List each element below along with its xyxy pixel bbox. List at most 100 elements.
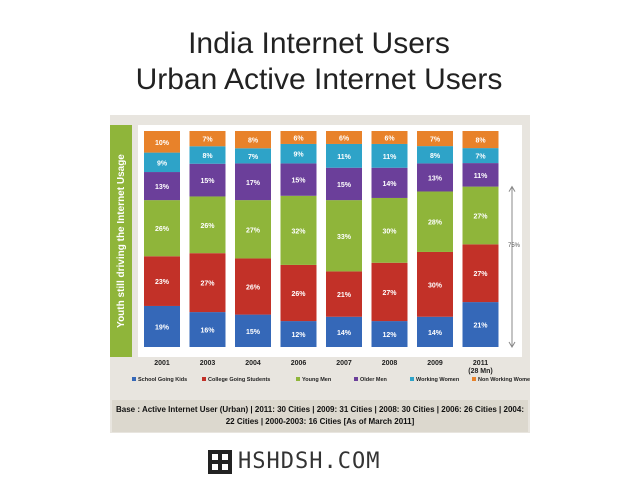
bar-segment bbox=[144, 172, 180, 201]
data-label: 23% bbox=[155, 279, 170, 286]
data-label: 19% bbox=[155, 324, 170, 331]
bar-segment bbox=[371, 321, 408, 347]
legend-swatch bbox=[354, 377, 358, 381]
data-label: 11% bbox=[474, 173, 488, 180]
data-label: 27% bbox=[200, 281, 215, 288]
bar-segment bbox=[371, 131, 408, 144]
legend-label: Young Men bbox=[302, 377, 332, 383]
bar-segment bbox=[417, 316, 453, 347]
watermark-text: HSHDSH.COM bbox=[238, 449, 381, 474]
bar-segment bbox=[189, 196, 226, 254]
data-label: 6% bbox=[293, 135, 304, 142]
grid-logo-icon bbox=[208, 450, 232, 474]
bar-segment bbox=[280, 143, 317, 164]
annotation-arrow-up bbox=[508, 185, 516, 192]
bar-segment bbox=[462, 186, 499, 245]
data-label: 14% bbox=[382, 181, 397, 188]
data-label: 27% bbox=[246, 227, 261, 234]
bar-segment bbox=[462, 244, 499, 303]
legend-label: Non Working Women bbox=[478, 377, 530, 383]
data-label: 14% bbox=[428, 330, 443, 337]
x-tick-label: 2011 bbox=[473, 360, 488, 367]
legend-swatch bbox=[410, 377, 414, 381]
data-label: 13% bbox=[428, 175, 443, 182]
bar-segment bbox=[462, 302, 499, 347]
data-label: 32% bbox=[291, 228, 306, 235]
bar-segment bbox=[235, 131, 271, 149]
data-label: 7% bbox=[248, 154, 259, 161]
bar-segment bbox=[417, 131, 453, 147]
bar-segment bbox=[326, 143, 362, 168]
bar-segment bbox=[144, 256, 180, 306]
chart-figure: Youth still driving the Internet Usage 19… bbox=[110, 115, 530, 433]
x-tick-label: 2007 bbox=[336, 360, 352, 367]
data-label: 12% bbox=[291, 332, 306, 339]
x-tick-sublabel: (28 Mn) bbox=[468, 368, 493, 375]
x-tick-label: 2008 bbox=[382, 360, 398, 367]
data-label: 21% bbox=[337, 292, 352, 299]
data-label: 14% bbox=[337, 330, 352, 337]
data-label: 15% bbox=[337, 182, 352, 189]
x-tick-label: 2003 bbox=[200, 360, 216, 367]
legend-swatch bbox=[202, 377, 206, 381]
data-label: 8% bbox=[248, 138, 259, 145]
bar-segment bbox=[417, 191, 453, 252]
data-label: 6% bbox=[339, 135, 350, 142]
bar-segment bbox=[235, 148, 271, 164]
bar-segment bbox=[462, 148, 499, 164]
watermark: HSHDSH.COM bbox=[208, 450, 438, 474]
bar-segment bbox=[326, 271, 362, 317]
bar-segment bbox=[280, 264, 317, 322]
data-label: 15% bbox=[291, 178, 306, 185]
bar-segment bbox=[189, 253, 226, 313]
bar-segment bbox=[144, 152, 180, 173]
bar-segment bbox=[417, 251, 453, 317]
data-label: 13% bbox=[155, 184, 170, 191]
data-label: 21% bbox=[473, 323, 488, 330]
data-label: 26% bbox=[200, 223, 215, 230]
bar-segment bbox=[371, 262, 408, 322]
data-label: 15% bbox=[200, 178, 215, 185]
data-label: 7% bbox=[202, 137, 213, 144]
data-label: 15% bbox=[246, 329, 261, 336]
data-label: 30% bbox=[428, 282, 443, 289]
data-label: 30% bbox=[382, 228, 397, 235]
legend-label: College Going Students bbox=[208, 377, 270, 383]
data-label: 26% bbox=[155, 226, 170, 233]
data-label: 7% bbox=[475, 154, 486, 161]
data-label: 28% bbox=[428, 220, 443, 227]
data-label: 27% bbox=[473, 213, 488, 220]
data-label: 33% bbox=[337, 234, 352, 241]
slide-title-line-1: India Internet Users bbox=[188, 27, 450, 60]
bar-segment bbox=[371, 167, 408, 198]
data-label: 8% bbox=[430, 153, 441, 160]
chart-caption: Base : Active Internet User (Urban) | 20… bbox=[112, 400, 528, 432]
stacked-bar-chart: Youth still driving the Internet Usage 19… bbox=[110, 125, 530, 383]
bar-segment bbox=[417, 163, 453, 192]
bar-segment bbox=[144, 200, 180, 257]
bar-segment bbox=[144, 305, 180, 347]
bar-segment bbox=[326, 200, 362, 272]
data-label: 8% bbox=[202, 153, 213, 160]
bar-segment bbox=[235, 314, 271, 347]
bar-segment bbox=[280, 163, 317, 196]
legend-swatch bbox=[472, 377, 476, 381]
data-label: 9% bbox=[157, 160, 168, 167]
data-label: 7% bbox=[430, 137, 441, 144]
bar-segment bbox=[144, 131, 180, 153]
legend-swatch bbox=[296, 377, 300, 381]
bar-segment bbox=[235, 258, 271, 315]
y-axis-label: Youth still driving the Internet Usage bbox=[116, 154, 127, 328]
data-label: 11% bbox=[383, 154, 397, 161]
bar-segment bbox=[280, 195, 317, 265]
slide-title-line-2: Urban Active Internet Users bbox=[135, 63, 503, 96]
data-label: 6% bbox=[384, 135, 395, 142]
bar-segment bbox=[371, 197, 408, 263]
annotation-label: 75% bbox=[508, 243, 521, 249]
data-label: 17% bbox=[246, 180, 261, 187]
bar-segment bbox=[417, 146, 453, 164]
bar-segment bbox=[371, 143, 408, 168]
bar-segment bbox=[326, 316, 362, 347]
legend-swatch bbox=[132, 377, 136, 381]
x-tick-label: 2009 bbox=[427, 360, 443, 367]
